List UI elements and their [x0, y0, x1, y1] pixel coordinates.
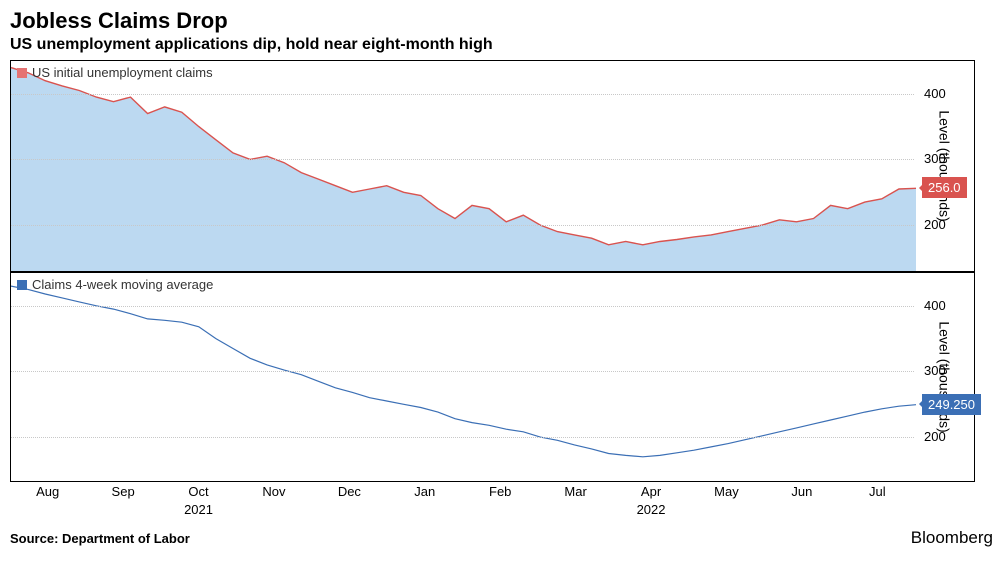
chart-footer: Source: Department of Labor Bloomberg	[10, 528, 993, 548]
xtick-label: Jan	[414, 484, 435, 499]
ytick-label: 200	[924, 429, 946, 444]
ytick-label: 400	[924, 86, 946, 101]
xtick-year-label: 2022	[637, 502, 666, 517]
xtick-label: Mar	[564, 484, 586, 499]
panel-moving-avg: Claims 4-week moving average Level (thou…	[11, 271, 974, 481]
gridline	[11, 159, 914, 160]
gridline	[11, 306, 914, 307]
ytick-label: 300	[924, 151, 946, 166]
xtick-label: Sep	[112, 484, 135, 499]
panels-container: US initial unemployment claims Level (th…	[10, 60, 975, 482]
legend-swatch-initial	[17, 68, 27, 78]
legend-swatch-avg	[17, 280, 27, 290]
legend-initial: US initial unemployment claims	[17, 65, 213, 80]
xtick-label: Feb	[489, 484, 511, 499]
gridline	[11, 371, 914, 372]
callout-badge: 256.0	[922, 177, 967, 198]
plot-avg	[11, 273, 976, 483]
x-axis: Aug Sep Oct Nov Dec Jan Feb Mar Apr May Jun Jul 2021…	[10, 482, 975, 524]
xtick-label: Aug	[36, 484, 59, 499]
chart-title: Jobless Claims Drop	[10, 8, 993, 34]
plot-initial	[11, 61, 976, 271]
legend-avg: Claims 4-week moving average	[17, 277, 213, 292]
xtick-label: Oct	[188, 484, 208, 499]
panel-initial-claims: US initial unemployment claims Level (th…	[11, 61, 974, 271]
ytick-label: 200	[924, 217, 946, 232]
callout-badge: 249.250	[922, 394, 981, 415]
gridline	[11, 94, 914, 95]
legend-label-avg: Claims 4-week moving average	[32, 277, 213, 292]
xtick-label: Dec	[338, 484, 361, 499]
xtick-year-label: 2021	[184, 502, 213, 517]
brand-text: Bloomberg	[911, 528, 993, 548]
chart-subtitle: US unemployment applications dip, hold n…	[10, 36, 993, 54]
gridline	[11, 437, 914, 438]
ytick-label: 300	[924, 363, 946, 378]
xtick-label: Nov	[262, 484, 285, 499]
xtick-label: Jun	[791, 484, 812, 499]
xtick-label: Jul	[869, 484, 886, 499]
legend-label-initial: US initial unemployment claims	[32, 65, 213, 80]
gridline	[11, 225, 914, 226]
xtick-label: Apr	[641, 484, 661, 499]
xtick-label: May	[714, 484, 739, 499]
source-text: Source: Department of Labor	[10, 531, 190, 546]
ytick-label: 400	[924, 298, 946, 313]
